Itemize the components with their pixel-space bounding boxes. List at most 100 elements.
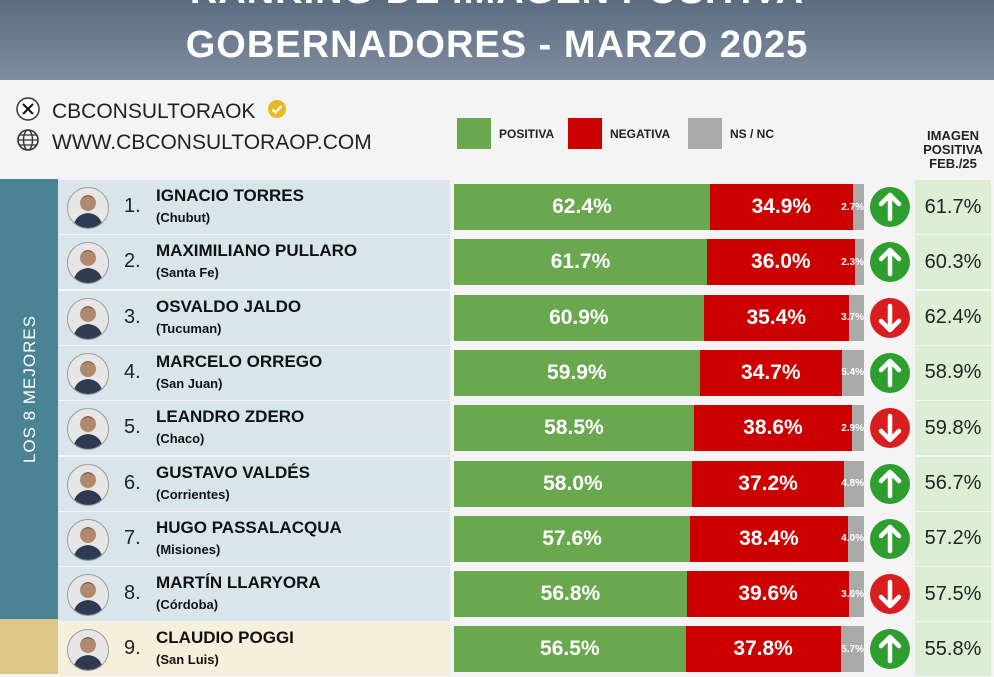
name-cell: 2. MAXIMILIANO PULLARO (Santa Fe) — [58, 235, 450, 290]
data-label-negative: 38.6% — [743, 416, 803, 440]
previous-value-cell: 55.8% — [915, 622, 991, 677]
table-row: 6. GUSTAVO VALDÉS (Corrientes) 58.0% 37.2% 4.… — [0, 456, 994, 512]
bar-segment-positive: 58.0% — [454, 460, 692, 507]
bar-segment-nsnc: 2.3% — [841, 239, 864, 286]
stacked-bar: 59.9% 34.7% 5.4% — [454, 349, 864, 396]
data-label-negative: 37.2% — [738, 471, 798, 495]
data-label-nsnc: 2.7% — [841, 201, 864, 213]
website-line[interactable]: WWW.CBCONSULTORAOP.COM — [16, 128, 372, 158]
arrow-up-icon — [870, 518, 910, 559]
data-label-nsnc: 3.6% — [841, 588, 864, 600]
data-label-negative: 34.7% — [740, 360, 801, 384]
data-label-nsnc: 3.7% — [841, 312, 864, 324]
title-banner: RANKING DE IMAGEN POSITIVA GOBERNADORES … — [0, 0, 994, 80]
governor-name: MARTÍN LLARYORA — [156, 573, 321, 593]
data-label-negative: 36.0% — [751, 250, 811, 274]
province-name: (Misiones) — [156, 541, 221, 557]
rank-number: 2. — [124, 250, 141, 273]
province-name: (Santa Fe) — [156, 265, 219, 281]
rank-number: 1. — [124, 195, 141, 217]
bar-segment-nsnc: 4.8% — [841, 460, 864, 507]
bar-segment-nsnc: 5.4% — [841, 349, 864, 396]
previous-value: 59.8% — [924, 416, 982, 439]
bar-segment-positive: 56.5% — [454, 626, 686, 673]
data-label-positive: 60.9% — [549, 305, 609, 329]
name-cell: 5. LEANDRO ZDERO (Chaco) — [58, 401, 450, 456]
previous-column-header: IMAGEN POSITIVA FEB./25 — [923, 128, 983, 171]
bar-segment-negative: 37.8% — [685, 626, 841, 673]
rank-number: 9. — [124, 637, 141, 660]
avatar — [67, 574, 109, 617]
governor-name: CLAUDIO POGGI — [156, 628, 294, 648]
governor-name: OSVALDO JALDO — [156, 296, 302, 316]
bar-segment-nsnc: 2.9% — [841, 405, 864, 452]
bar-segment-nsnc: 2.7% — [841, 184, 864, 230]
arrow-down-icon — [870, 297, 910, 338]
table-row: 8. MARTÍN LLARYORA (Córdoba) 56.8% 39.6% 3.6%… — [0, 567, 994, 622]
bar-segment-negative: 38.6% — [693, 405, 853, 452]
data-label-nsnc: 5.4% — [841, 367, 864, 379]
data-label-positive: 57.6% — [542, 526, 602, 550]
previous-value: 57.2% — [924, 527, 982, 550]
data-label-nsnc: 4.8% — [841, 478, 864, 489]
previous-value: 58.9% — [924, 361, 982, 384]
table-row: 4. MARCELO ORREGO (San Juan) 59.9% 34.7% 5.4%… — [0, 345, 994, 401]
table-row: 3. OSVALDO JALDO (Tucuman) 60.9% 35.4% 3.7% 62… — [0, 290, 994, 346]
arrow-down-icon — [870, 574, 910, 615]
table-row: 7. HUGO PASSALACQUA (Misiones) 57.6% 38.4% 4.… — [0, 511, 994, 567]
bar-segment-positive: 59.9% — [454, 349, 700, 396]
data-label-negative: 39.6% — [738, 582, 798, 606]
avatar — [67, 297, 109, 340]
data-label-negative: 37.8% — [733, 637, 793, 661]
province-name: (Chaco) — [156, 431, 205, 447]
province-name: (Córdoba) — [156, 597, 219, 613]
name-cell: 8. MARTÍN LLARYORA (Córdoba) — [58, 567, 450, 622]
data-label-positive: 59.9% — [547, 360, 607, 384]
legend-swatch-negative — [568, 118, 602, 149]
previous-value-cell: 62.4% — [915, 290, 991, 345]
avatar — [67, 187, 109, 229]
bar-segment-positive: 56.8% — [454, 571, 687, 618]
data-label-nsnc: 4.0% — [841, 533, 864, 545]
handle-text: CBCONSULTORAOK — [52, 100, 256, 123]
rank-number: 8. — [124, 582, 141, 605]
arrow-up-icon — [870, 242, 910, 283]
bar-segment-positive: 62.4% — [454, 184, 710, 230]
province-name: (San Juan) — [156, 375, 223, 391]
name-cell: 4. MARCELO ORREGO (San Juan) — [58, 345, 450, 400]
legend-label-negative: NEGATIVA — [610, 126, 671, 141]
previous-value-cell: 57.5% — [915, 567, 991, 622]
table-row: 2. MAXIMILIANO PULLARO (Santa Fe) 61.7% 36.0… — [0, 235, 994, 290]
x-handle[interactable]: CBCONSULTORAOK — [16, 97, 287, 127]
x-logo-icon — [16, 97, 40, 127]
rank-number: 7. — [124, 526, 141, 549]
bar-segment-nsnc: 5.7% — [840, 626, 864, 673]
rank-number: 4. — [124, 360, 141, 383]
arrow-up-icon — [870, 187, 910, 227]
avatar — [67, 629, 109, 672]
province-name: (Chubut) — [156, 210, 211, 225]
name-cell: 1. IGNACIO TORRES (Chubut) — [58, 180, 450, 234]
legend-swatch-positive — [457, 118, 491, 149]
arrow-up-icon — [870, 352, 910, 393]
previous-value: 61.7% — [924, 195, 982, 218]
table-row: 5. LEANDRO ZDERO (Chaco) 58.5% 38.6% 2.9% 59.8… — [0, 401, 994, 456]
governor-name: LEANDRO ZDERO — [156, 407, 305, 427]
data-label-nsnc: 5.7% — [841, 643, 864, 655]
stacked-bar: 62.4% 34.9% 2.7% — [454, 184, 864, 230]
governor-name: MAXIMILIANO PULLARO — [156, 241, 358, 261]
stacked-bar: 56.5% 37.8% 5.7% — [454, 626, 864, 673]
data-label-positive: 61.7% — [550, 250, 611, 274]
data-label-negative: 35.4% — [746, 305, 806, 329]
previous-value-cell: 57.2% — [915, 511, 991, 566]
previous-value-cell: 59.8% — [915, 401, 991, 456]
stacked-bar: 60.9% 35.4% 3.7% — [454, 294, 864, 341]
data-label-positive: 56.8% — [540, 582, 601, 606]
stacked-bar: 58.5% 38.6% 2.9% — [454, 405, 864, 452]
province-name: (Tucuman) — [156, 320, 222, 336]
previous-value: 62.4% — [924, 306, 982, 329]
arrow-up-icon — [870, 629, 910, 670]
website-text: WWW.CBCONSULTORAOP.COM — [52, 131, 372, 154]
legend-label-positive: POSITIVA — [499, 126, 555, 141]
bar-segment-nsnc: 3.7% — [841, 294, 864, 341]
